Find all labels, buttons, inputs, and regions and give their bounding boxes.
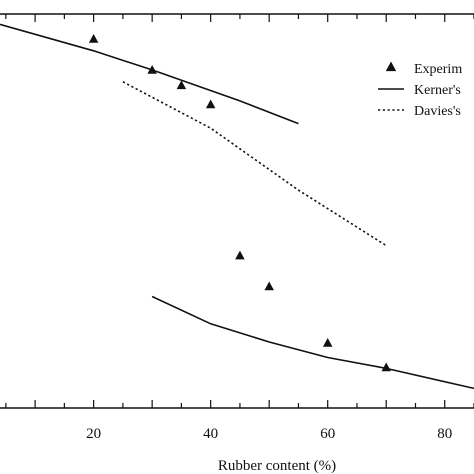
legend-label: Kerner's bbox=[414, 83, 461, 98]
series-layer bbox=[0, 23, 474, 390]
data-point-4 bbox=[235, 250, 245, 260]
legend-label: Davies's bbox=[414, 104, 461, 119]
series-line-2-0 bbox=[122, 81, 387, 247]
legend-label: Experim bbox=[414, 62, 462, 77]
data-point-3 bbox=[205, 99, 216, 109]
series-line-1-1 bbox=[151, 295, 474, 390]
data-point-6 bbox=[322, 337, 333, 347]
ticks: 20 40 60 80 bbox=[5, 14, 474, 442]
x-tick-label: 80 bbox=[437, 426, 452, 442]
x-tick-label: 20 bbox=[86, 426, 101, 442]
series-line-1-0 bbox=[0, 23, 299, 125]
data-point-2 bbox=[176, 80, 187, 90]
x-tick-label: 40 bbox=[203, 426, 218, 442]
x-axis-label: Rubber content (%) bbox=[218, 458, 336, 474]
data-point-0 bbox=[88, 34, 99, 43]
data-point-5 bbox=[264, 281, 274, 291]
legend: Experim Kerner's Davies's bbox=[378, 61, 462, 119]
x-tick-label: 60 bbox=[320, 426, 335, 442]
legend-marker-triangle bbox=[385, 61, 397, 72]
axes bbox=[0, 13, 474, 409]
